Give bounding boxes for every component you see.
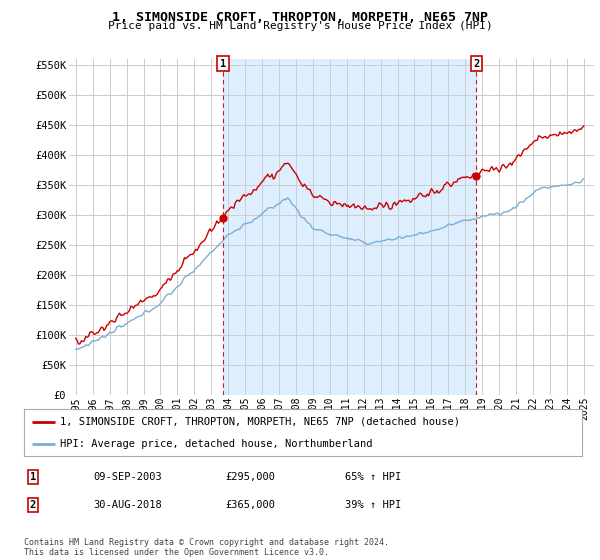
Text: £365,000: £365,000 [225,500,275,510]
Text: 1, SIMONSIDE CROFT, THROPTON, MORPETH, NE65 7NP: 1, SIMONSIDE CROFT, THROPTON, MORPETH, N… [112,11,488,24]
Text: 1, SIMONSIDE CROFT, THROPTON, MORPETH, NE65 7NP (detached house): 1, SIMONSIDE CROFT, THROPTON, MORPETH, N… [60,417,460,427]
Text: 2: 2 [30,500,36,510]
Text: HPI: Average price, detached house, Northumberland: HPI: Average price, detached house, Nort… [60,438,373,449]
Text: £295,000: £295,000 [225,472,275,482]
Text: 1: 1 [220,59,226,69]
Bar [223,59,476,395]
Text: 65% ↑ HPI: 65% ↑ HPI [345,472,401,482]
Text: 30-AUG-2018: 30-AUG-2018 [93,500,162,510]
Text: 09-SEP-2003: 09-SEP-2003 [93,472,162,482]
Text: Contains HM Land Registry data © Crown copyright and database right 2024.
This d: Contains HM Land Registry data © Crown c… [24,538,389,557]
Text: 2: 2 [473,59,479,69]
Text: 1: 1 [30,472,36,482]
Text: Price paid vs. HM Land Registry's House Price Index (HPI): Price paid vs. HM Land Registry's House … [107,21,493,31]
Text: 39% ↑ HPI: 39% ↑ HPI [345,500,401,510]
